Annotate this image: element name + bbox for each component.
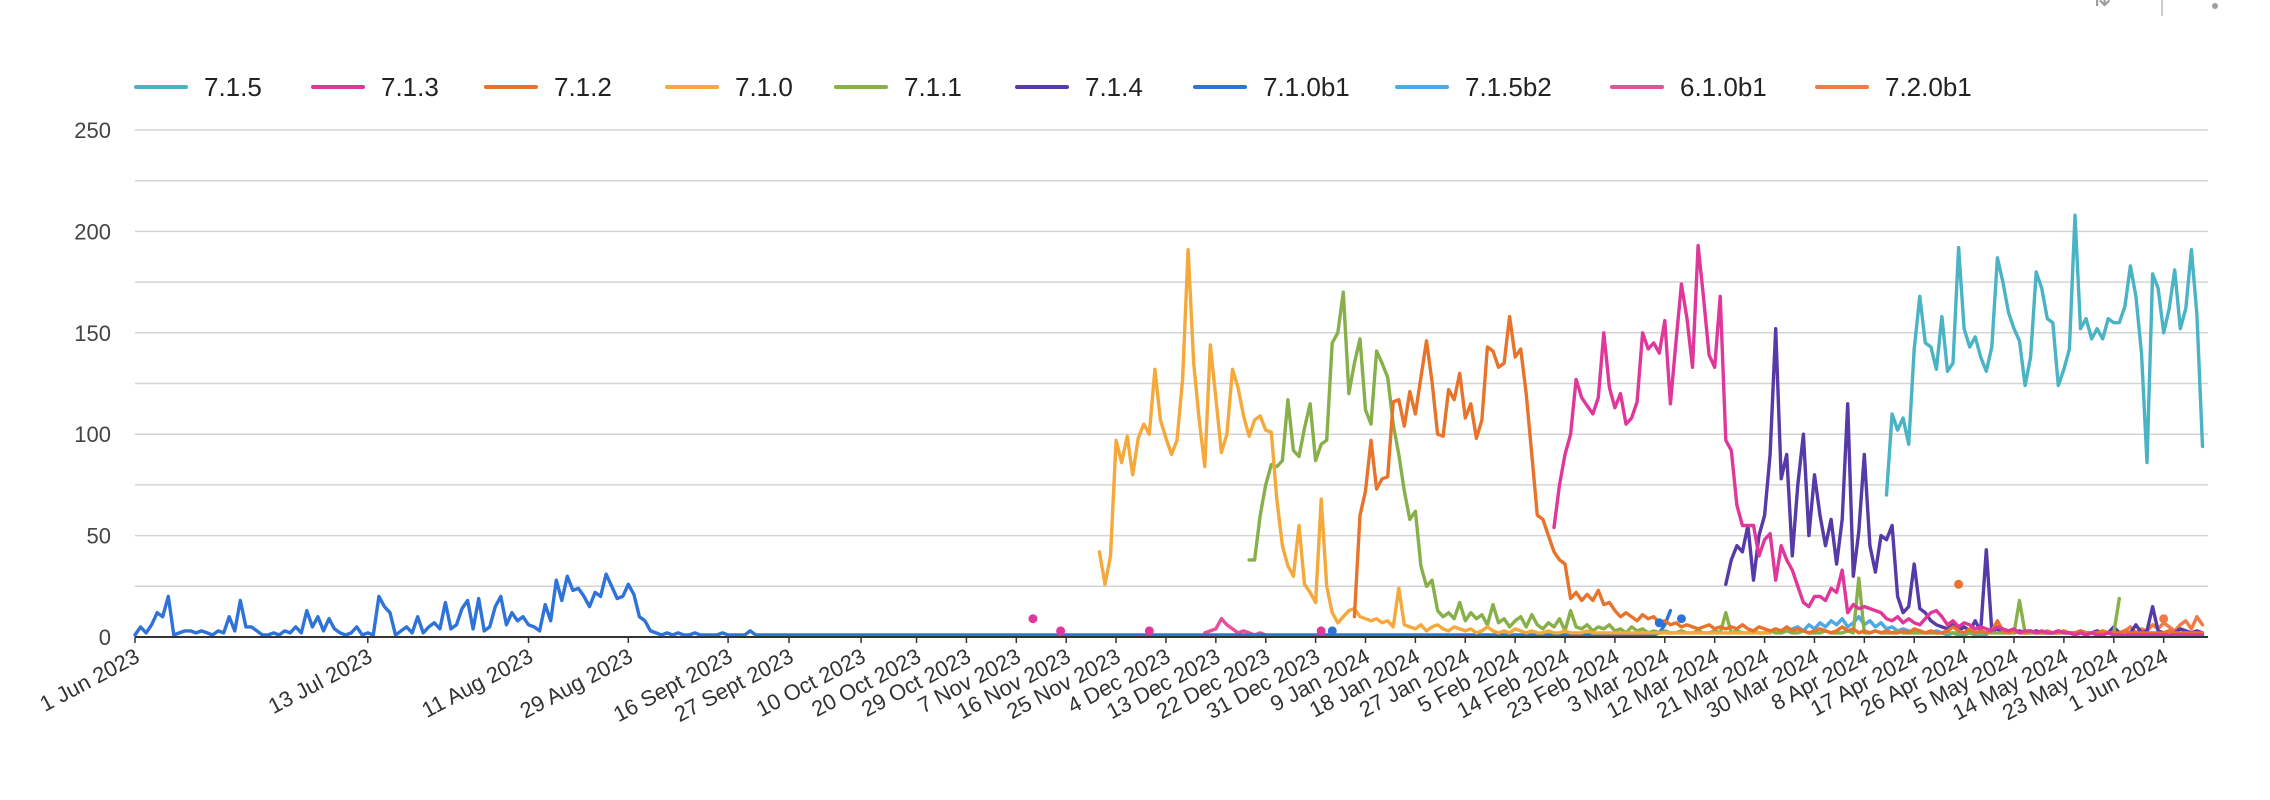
y-tick-label: 100 (74, 422, 111, 447)
chart-toolbar: ⇅ (2090, 0, 2218, 16)
data-point-7-1-3 (1028, 614, 1038, 624)
series-line-6-1-0b1 (1203, 617, 1268, 637)
chart-gridlines (135, 129, 2208, 588)
x-tick-label: 13 Jul 2023 (264, 643, 376, 718)
y-tick-label: 50 (87, 524, 111, 549)
legend-label-7-1-3[interactable]: 7.1.3 (381, 72, 439, 102)
series-line-7-1-3 (1552, 243, 2205, 637)
legend-label-7-1-5b2[interactable]: 7.1.5b2 (1465, 72, 1552, 102)
data-point-7-1-2 (1954, 579, 1964, 589)
chart-points (1028, 579, 2169, 636)
x-tick-label: 1 Jun 2023 (35, 643, 143, 716)
series-line-7-1-0b1 (133, 572, 1673, 637)
data-point-7-2-0b1 (2159, 614, 2169, 624)
series-line-7-1-0 (1097, 247, 1772, 635)
y-axis-ticks: 0 50 100 150 200 250 (74, 118, 111, 650)
data-point-7-1-3 (1056, 626, 1066, 636)
y-tick-label: 250 (74, 118, 111, 143)
data-point-7-1-0b1 (1654, 618, 1664, 628)
y-tick-label: 200 (74, 219, 111, 244)
chart-series (133, 213, 2205, 637)
y-tick-label: 0 (99, 625, 111, 650)
legend-label-7-1-0[interactable]: 7.1.0 (735, 72, 793, 102)
data-point-7-1-0b1 (1327, 626, 1337, 636)
legend-label-7-1-4[interactable]: 7.1.4 (1085, 72, 1143, 102)
chart-legend: 7.1.5 7.1.3 7.1.2 7.1.0 7.1.1 7.1.4 7.1.0b1 7.1… (134, 72, 1972, 102)
x-tick-label: 11 Aug 2023 (417, 643, 536, 722)
legend-label-7-1-0b1[interactable]: 7.1.0b1 (1263, 72, 1350, 102)
legend-label-7-1-2[interactable]: 7.1.2 (554, 72, 612, 102)
data-point-7-1-3 (1316, 626, 1326, 636)
y-tick-label: 150 (74, 321, 111, 346)
more-options-icon[interactable] (2212, 3, 2218, 9)
legend-label-7-2-0b1[interactable]: 7.2.0b1 (1885, 72, 1972, 102)
legend-label-6-1-0b1[interactable]: 6.1.0b1 (1680, 72, 1767, 102)
series-line-7-1-5 (1884, 213, 2205, 497)
sort-icon[interactable]: ⇅ (2090, 0, 2112, 13)
legend-label-7-1-5[interactable]: 7.1.5 (204, 72, 262, 102)
legend-label-7-1-1[interactable]: 7.1.1 (904, 72, 962, 102)
data-point-7-1-0b1 (1676, 614, 1686, 624)
data-point-7-1-3 (1144, 626, 1154, 636)
